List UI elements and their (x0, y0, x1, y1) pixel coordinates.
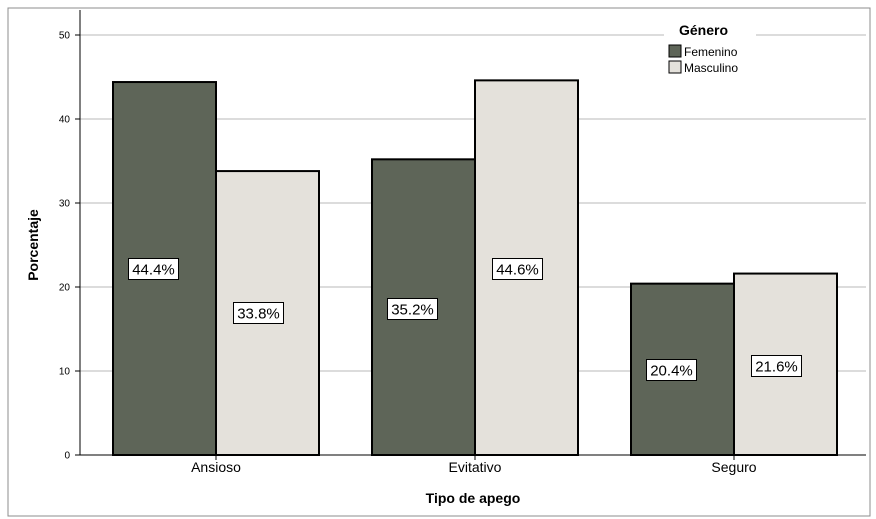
chart-border (7, 7, 871, 517)
data-label: 20.4% (646, 359, 697, 381)
data-labels: 44.4% 33.8% 35.2% 44.6% 20.4% 21.6% (128, 258, 802, 381)
x-tick-label: Seguro (711, 459, 756, 475)
data-label: 44.6% (492, 258, 543, 280)
x-tick-labels: Ansioso Evitativo Seguro (191, 455, 757, 475)
legend-label-femenino: Femenino (684, 45, 738, 59)
legend-label-masculino: Masculino (684, 61, 738, 75)
legend-title: Género (679, 22, 728, 38)
x-tick-label: Ansioso (191, 459, 241, 475)
data-label-box (387, 298, 438, 320)
y-axis-title: Porcentaje (25, 209, 41, 281)
data-label-box (492, 258, 543, 280)
data-label-text: 20.4% (650, 363, 693, 380)
x-tick-label: Evitativo (449, 459, 502, 475)
data-label-text: 33.8% (237, 306, 280, 323)
data-label-box (233, 302, 284, 324)
data-label-box (646, 359, 697, 381)
legend-swatch-femenino (668, 44, 682, 58)
y-tick-labels: 0 10 20 30 40 50 (59, 31, 80, 462)
y-tick-label: 0 (64, 451, 70, 462)
data-label: 35.2% (387, 298, 438, 320)
x-axis-title: Tipo de apego (426, 490, 521, 506)
y-tick-label: 20 (59, 283, 71, 294)
bars (112, 79, 838, 457)
y-tick-label: 30 (59, 199, 71, 210)
legend-swatch-masculino (668, 60, 682, 74)
y-tick-label: 10 (59, 367, 71, 378)
y-tick-label: 40 (59, 115, 71, 126)
data-label-text: 44.6% (496, 262, 539, 279)
y-tick-label: 50 (59, 31, 71, 42)
data-label: 21.6% (751, 355, 802, 377)
data-label: 33.8% (233, 302, 284, 324)
axes (79, 10, 866, 456)
data-label-box (128, 258, 179, 280)
data-label-text: 35.2% (391, 302, 434, 319)
data-label-text: 44.4% (132, 262, 175, 279)
data-label-box (751, 355, 802, 377)
legend: Género Femenino Masculino (664, 19, 756, 77)
data-label: 44.4% (128, 258, 179, 280)
data-label-text: 21.6% (755, 359, 798, 376)
